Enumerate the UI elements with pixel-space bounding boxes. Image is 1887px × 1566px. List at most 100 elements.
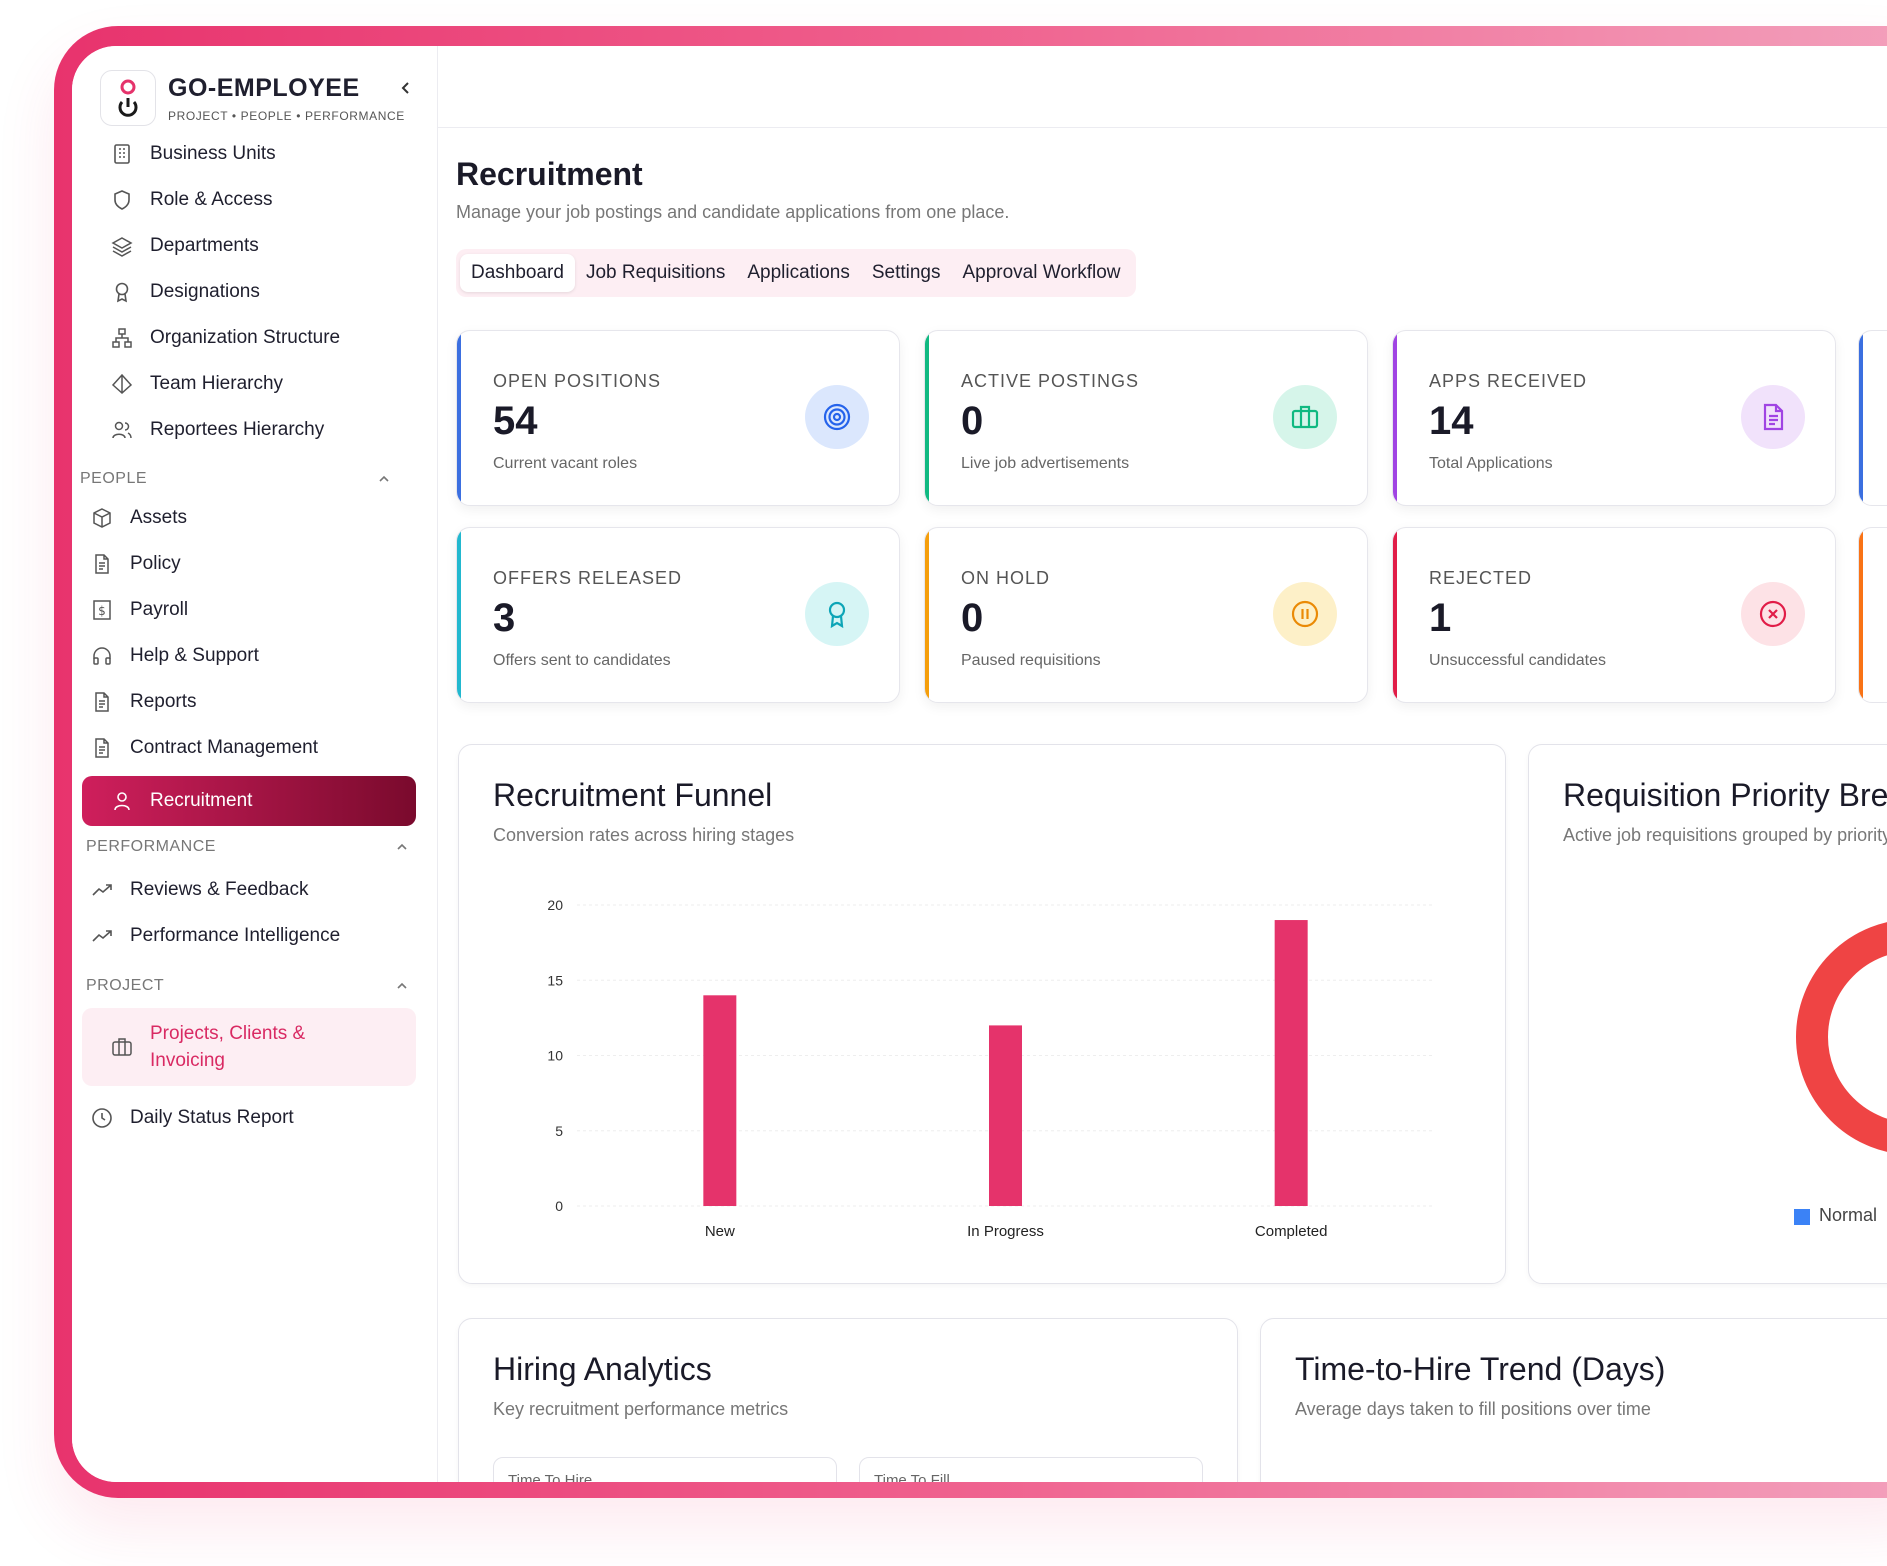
time-to-hire-trend-card: Time-to-Hire Trend (Days) Average days t… bbox=[1260, 1318, 1887, 1482]
brand-name: GO-EMPLOYEE bbox=[168, 73, 360, 102]
trend-icon bbox=[88, 922, 116, 950]
sidebar-item-business-units[interactable]: Business Units bbox=[108, 132, 276, 176]
pause-icon bbox=[1273, 582, 1337, 646]
stat-value: 0 bbox=[961, 596, 984, 640]
clock-icon bbox=[88, 1104, 116, 1132]
sidebar-section-project[interactable]: PROJECT bbox=[86, 977, 408, 995]
requisition-priority-card: Requisition Priority Breakdown Active jo… bbox=[1528, 744, 1887, 1284]
file-icon bbox=[1741, 385, 1805, 449]
bar-completed[interactable] bbox=[1274, 920, 1308, 1206]
stat-label: APPS RECEIVED bbox=[1429, 371, 1588, 391]
metric-card-time-to-hire[interactable]: Time To Hire bbox=[493, 1457, 837, 1482]
stat-label: OPEN POSITIONS bbox=[493, 371, 662, 391]
svg-text:$: $ bbox=[98, 604, 106, 618]
users-icon bbox=[108, 416, 136, 444]
stat-card-on-hold[interactable]: ON HOLD 0 Paused requisitions bbox=[924, 527, 1368, 703]
chevron-left-icon bbox=[401, 82, 409, 94]
sidebar-item-designations[interactable]: Designations bbox=[108, 270, 260, 314]
sidebar-item-label: Recruitment bbox=[150, 790, 253, 811]
stat-card-active-postings[interactable]: ACTIVE POSTINGS 0 Live job advertisement… bbox=[924, 330, 1368, 506]
chevron-up-icon bbox=[379, 475, 389, 482]
sidebar-item-label: Departments bbox=[150, 235, 259, 256]
sidebar-item-organization-structure[interactable]: Organization Structure bbox=[108, 316, 340, 360]
stat-description: Paused requisitions bbox=[961, 652, 1101, 669]
tab-approval-workflow[interactable]: Approval Workflow bbox=[962, 262, 1121, 283]
target-icon bbox=[805, 385, 869, 449]
document-icon bbox=[88, 688, 116, 716]
sidebar-item-help-support[interactable]: Help & Support bbox=[88, 634, 259, 678]
stat-description: Live job advertisements bbox=[961, 455, 1130, 472]
brand-tagline: PROJECT • PEOPLE • PERFORMANCE bbox=[168, 108, 405, 123]
sidebar-collapse-button[interactable] bbox=[394, 76, 418, 100]
sidebar-item-team-hierarchy[interactable]: Team Hierarchy bbox=[108, 362, 283, 406]
sidebar-item-reviews-feedback[interactable]: Reviews & Feedback bbox=[88, 868, 308, 912]
top-bar bbox=[438, 46, 1887, 128]
card-title: Requisition Priority Breakdown bbox=[1563, 777, 1887, 813]
sidebar-item-payroll[interactable]: $ Payroll bbox=[88, 588, 188, 632]
metric-card-time-to-fill[interactable]: Time To Fill bbox=[859, 1457, 1203, 1482]
layers-icon bbox=[108, 232, 136, 260]
sidebar-item-recruitment[interactable]: Recruitment bbox=[82, 776, 416, 826]
tab-applications[interactable]: Applications bbox=[747, 262, 850, 283]
sidebar-item-reportees-hierarchy[interactable]: Reportees Hierarchy bbox=[108, 408, 324, 452]
sidebar-item-label: Reviews & Feedback bbox=[130, 879, 309, 900]
stat-label: OFFERS RELEASED bbox=[493, 568, 683, 588]
stat-card-partial bbox=[1858, 330, 1887, 506]
sidebar-item-label: Contract Management bbox=[130, 737, 318, 758]
donut-segment-normal[interactable] bbox=[1796, 922, 1887, 1152]
card-subtitle: Conversion rates across hiring stages bbox=[493, 825, 795, 845]
sidebar-item-label: Performance Intelligence bbox=[130, 925, 341, 946]
chevron-up-icon bbox=[397, 982, 407, 989]
sidebar-item-contract-management[interactable]: Contract Management bbox=[88, 726, 318, 770]
briefcase-icon bbox=[1273, 385, 1337, 449]
stat-card-apps-received[interactable]: APPS RECEIVED 14 Total Applications bbox=[1392, 330, 1836, 506]
trend-icon bbox=[88, 876, 116, 904]
tab-dashboard[interactable]: Dashboard bbox=[460, 254, 575, 292]
card-subtitle: Average days taken to fill positions ove… bbox=[1295, 1399, 1651, 1419]
stat-value: 0 bbox=[961, 399, 984, 443]
stat-label: REJECTED bbox=[1429, 568, 1533, 588]
chevron-up-icon bbox=[397, 843, 407, 850]
bar-in-progress[interactable] bbox=[989, 1025, 1022, 1206]
sidebar-item-role-access[interactable]: Role & Access bbox=[108, 178, 273, 222]
y-tick-label: 5 bbox=[555, 1123, 563, 1139]
stat-description: Offers sent to candidates bbox=[493, 652, 671, 669]
stat-card-open-positions[interactable]: OPEN POSITIONS 54 Current vacant roles bbox=[456, 330, 900, 506]
sidebar-item-projects-clients-invoicing[interactable]: Projects, Clients & Invoicing bbox=[82, 1008, 416, 1086]
priority-donut-chart bbox=[1794, 922, 1887, 1225]
legend-label[interactable]: Normal bbox=[1819, 1205, 1878, 1225]
sidebar-section-performance[interactable]: PERFORMANCE bbox=[86, 838, 408, 856]
x-circle-icon bbox=[1741, 582, 1805, 646]
sidebar-item-label: Assets bbox=[130, 507, 188, 528]
stat-value: 54 bbox=[493, 399, 538, 443]
card-subtitle: Key recruitment performance metrics bbox=[493, 1399, 789, 1419]
sidebar-item-performance-intelligence[interactable]: Performance Intelligence bbox=[88, 914, 340, 958]
page-title: Recruitment bbox=[456, 156, 643, 192]
sidebar-item-reports[interactable]: Reports bbox=[88, 680, 197, 724]
stat-card-offers-released[interactable]: OFFERS RELEASED 3 Offers sent to candida… bbox=[456, 527, 900, 703]
pyramid-icon bbox=[108, 370, 136, 398]
sidebar-item-label: Daily Status Report bbox=[130, 1107, 294, 1128]
brand[interactable]: GO-EMPLOYEE PROJECT • PEOPLE • PERFORMAN… bbox=[100, 70, 405, 126]
sidebar-item-policy[interactable]: Policy bbox=[88, 542, 181, 586]
stat-description: Total Applications bbox=[1429, 455, 1553, 472]
sidebar-section-people[interactable]: PEOPLE bbox=[80, 470, 390, 488]
stat-description: Current vacant roles bbox=[493, 455, 638, 472]
bar-new[interactable] bbox=[703, 995, 737, 1206]
sidebar-item-label: Reportees Hierarchy bbox=[150, 419, 325, 440]
sidebar-item-daily-status-report[interactable]: Daily Status Report bbox=[88, 1096, 294, 1140]
sidebar-item-label-line2: Invoicing bbox=[150, 1050, 225, 1071]
stat-card-rejected[interactable]: REJECTED 1 Unsuccessful candidates bbox=[1392, 527, 1836, 703]
sidebar-item-label: Help & Support bbox=[130, 645, 259, 666]
y-tick-label: 0 bbox=[555, 1198, 563, 1214]
tab-settings[interactable]: Settings bbox=[871, 262, 941, 283]
x-tick-label: New bbox=[705, 1223, 735, 1240]
sidebar-item-departments[interactable]: Departments bbox=[108, 224, 259, 268]
stat-value: 3 bbox=[493, 596, 516, 640]
stat-card-partial bbox=[1858, 527, 1887, 703]
tab-job-requisitions[interactable]: Job Requisitions bbox=[585, 262, 726, 283]
sidebar-item-assets[interactable]: Assets bbox=[88, 496, 187, 540]
box-icon bbox=[88, 504, 116, 532]
card-subtitle: Active job requisitions grouped by prior… bbox=[1563, 825, 1887, 845]
